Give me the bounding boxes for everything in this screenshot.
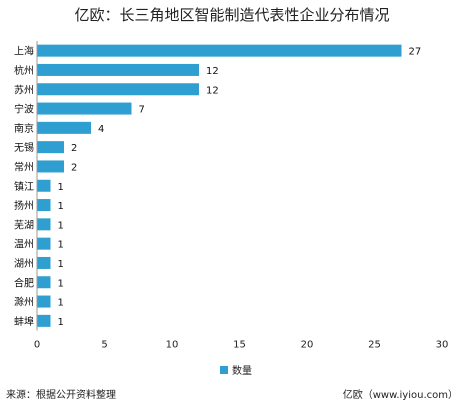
data-label-1: 12 [206,66,219,77]
category-label-11: 湖州 [14,258,34,270]
category-label-8: 扬州 [14,199,34,212]
bar-4 [37,121,91,134]
bar-14 [37,314,51,327]
data-label-12: 1 [58,278,64,289]
bar-9 [37,218,51,231]
bar-5 [37,141,64,154]
legend-label: 数量 [232,364,252,377]
x-tick-label-3: 15 [233,340,246,351]
bar-13 [37,295,51,308]
data-label-5: 2 [71,143,77,154]
legend: 数量 [220,364,252,377]
data-label-6: 2 [71,162,77,173]
data-label-2: 12 [206,85,219,96]
data-label-9: 1 [58,220,64,231]
data-label-3: 7 [139,105,145,116]
bar-6 [37,160,64,173]
data-label-0: 27 [409,47,422,58]
category-label-2: 苏州 [14,83,34,96]
x-axis-ticks: 0 5 10 15 20 25 30 [34,340,449,351]
data-label-4: 4 [98,124,104,135]
data-label-7: 1 [58,182,64,193]
data-label-8: 1 [58,201,64,212]
bars-group [37,44,402,327]
category-label-13: 滁州 [14,296,34,309]
x-tick-label-1: 5 [101,340,107,351]
bar-7 [37,179,51,192]
category-label-9: 芜湖 [14,218,34,231]
x-tick-label-2: 10 [166,340,179,351]
category-label-1: 杭州 [14,64,34,77]
data-label-11: 1 [58,259,64,270]
data-label-10: 1 [58,240,64,251]
legend-swatch [220,366,228,374]
category-label-0: 上海 [14,45,34,58]
category-label-10: 温州 [14,239,34,251]
x-tick-label-6: 30 [436,340,449,351]
category-label-4: 南京 [14,122,34,135]
category-label-5: 无锡 [14,141,34,154]
bar-0 [37,44,402,57]
category-label-3: 宁波 [14,103,34,116]
bar-11 [37,256,51,269]
bar-1 [37,63,199,76]
bar-8 [37,199,51,212]
x-tick-label-4: 20 [301,340,314,351]
data-label-14: 1 [58,317,64,328]
data-label-13: 1 [58,298,64,309]
bar-2 [37,83,199,96]
x-tick-label-5: 25 [368,340,381,351]
bar-12 [37,276,51,289]
category-label-14: 蚌埠 [14,315,34,328]
category-label-6: 常州 [14,160,34,173]
category-label-7: 镇江 [14,180,34,193]
bar-10 [37,237,51,250]
chart-title: 亿欧：长三角地区智能制造代表性企业分布情况 [74,6,389,24]
category-label-12: 合肥 [14,276,34,289]
x-tick-label-0: 0 [34,340,40,351]
source-note: 来源：根据公开资料整理 [6,388,116,401]
brand-note: 亿欧（www.iyiou.com） [343,388,458,401]
bar-3 [37,102,132,115]
